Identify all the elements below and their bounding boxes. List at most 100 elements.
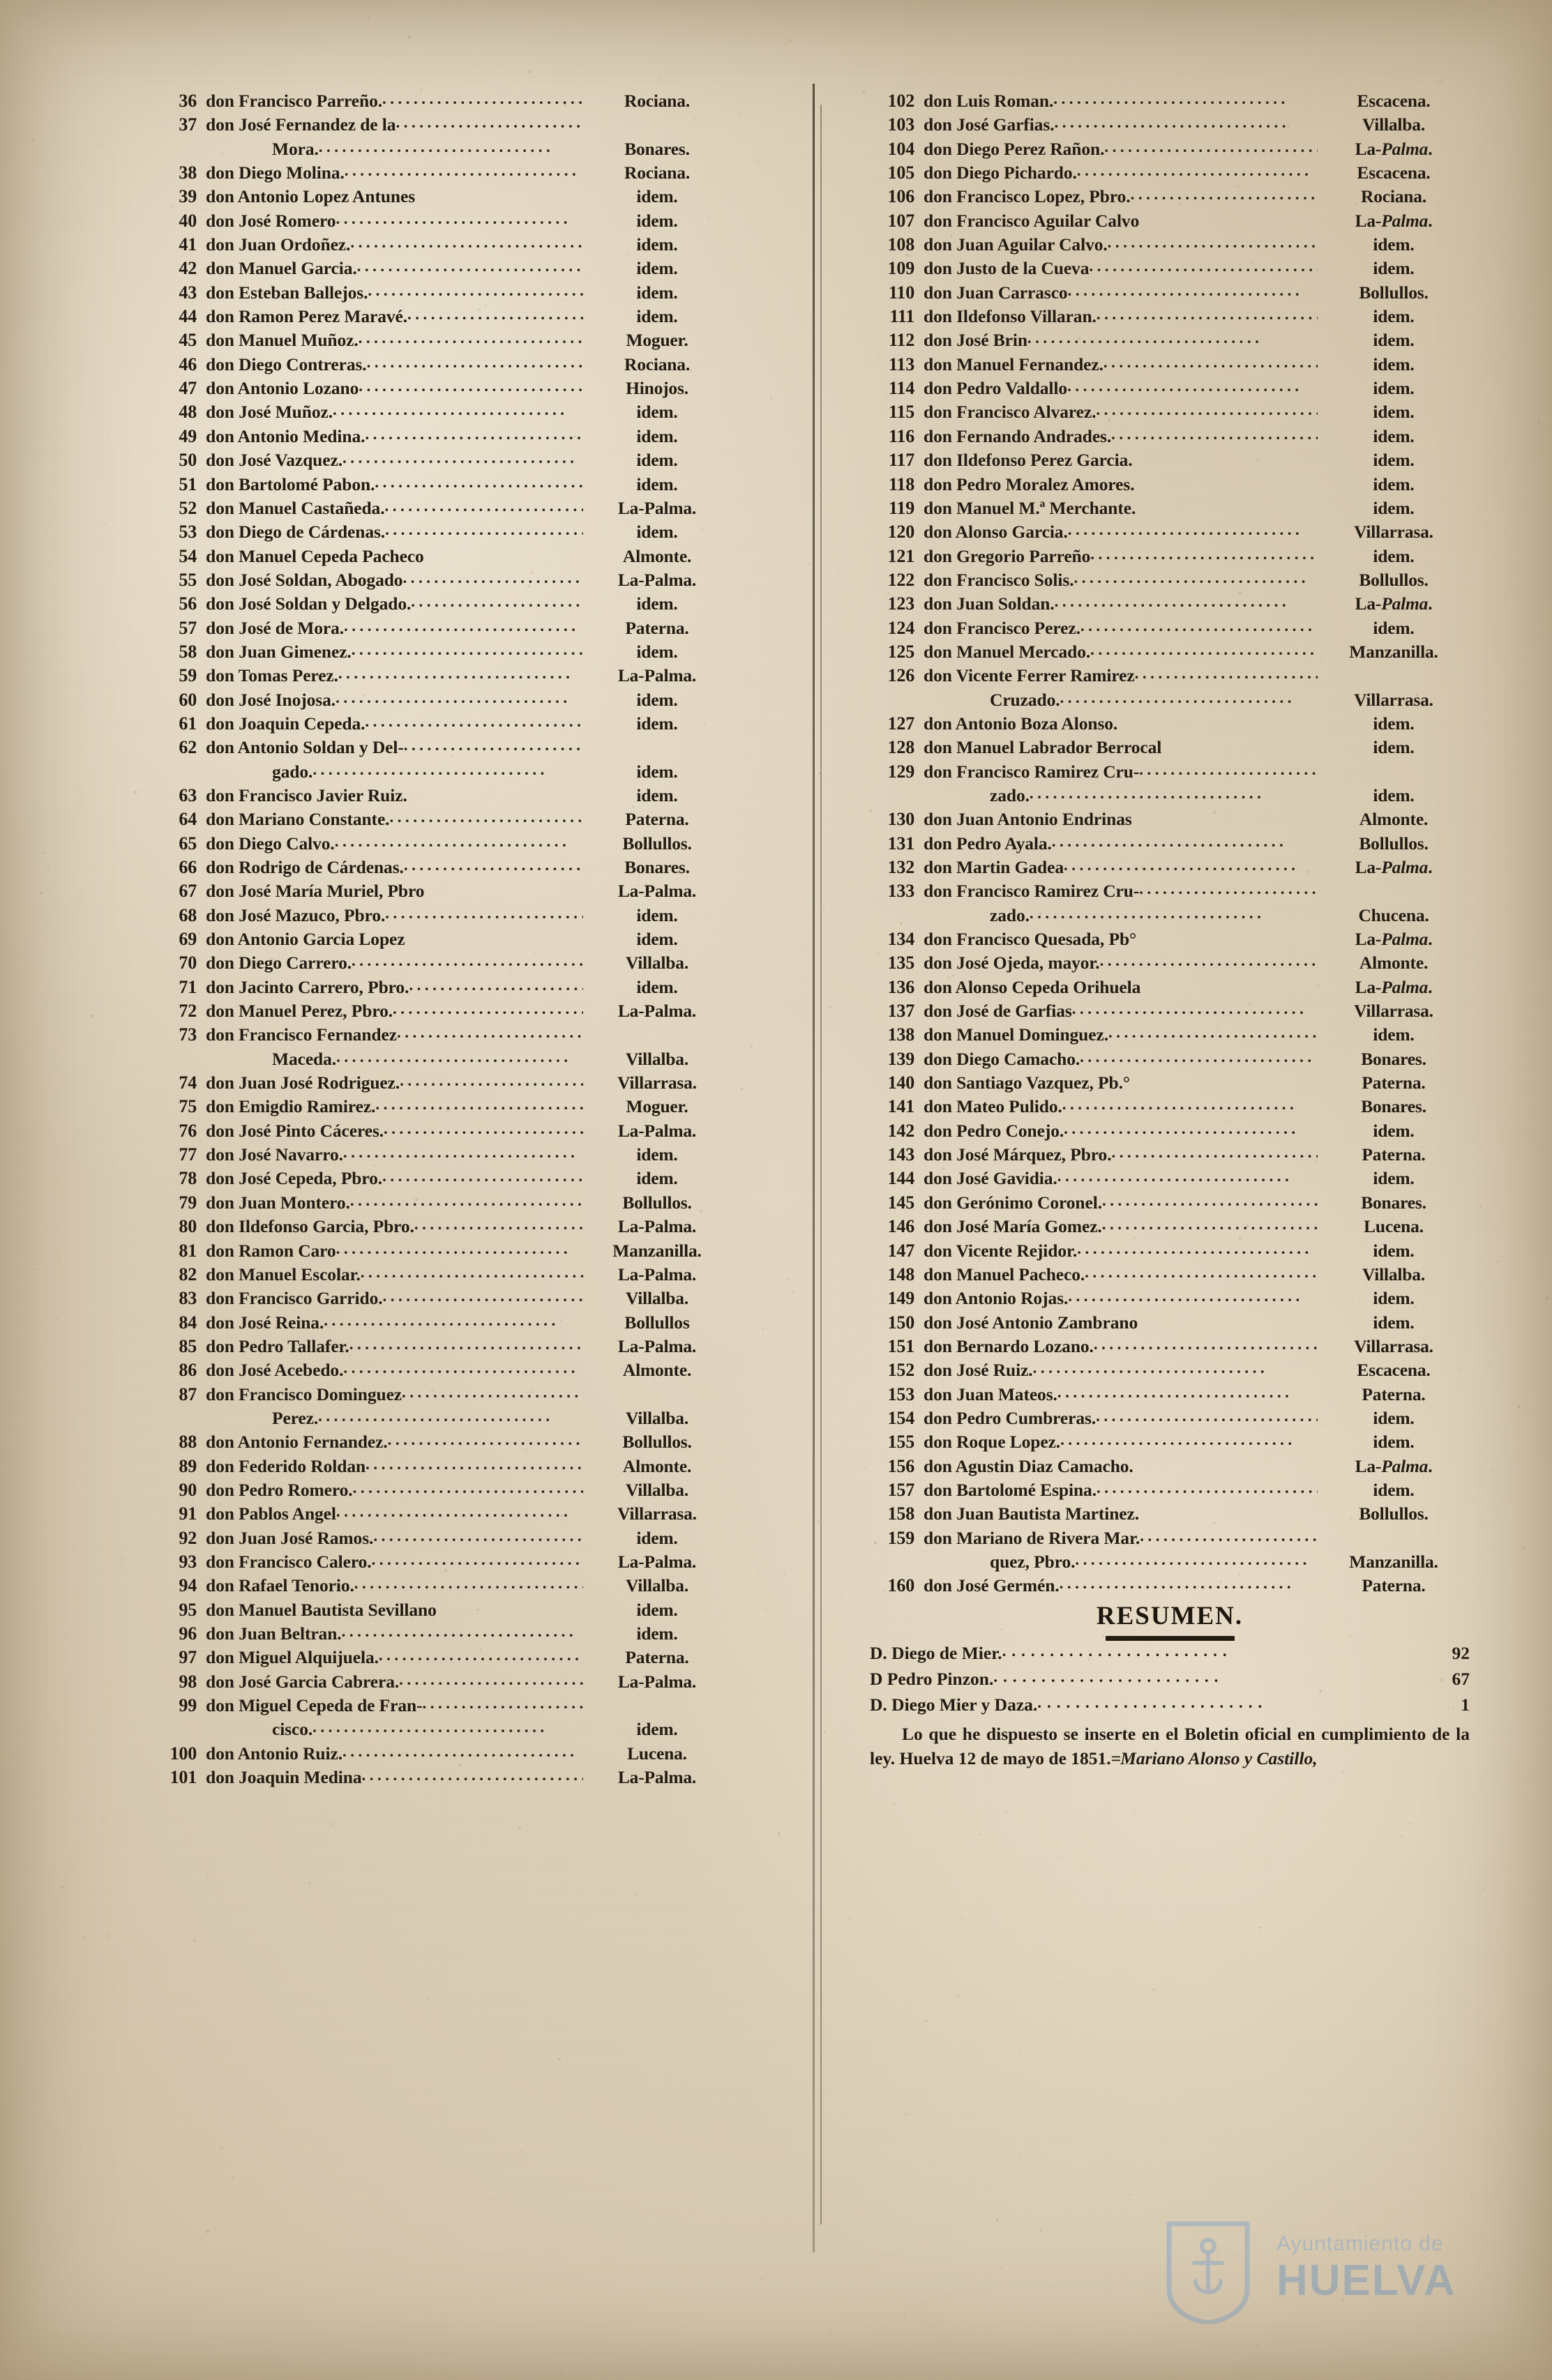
leader-dots: .............................. [1089,257,1318,275]
list-item-number: 110 [889,282,914,303]
list-item: 76 don José Pinto Cáceres................… [159,1119,731,1143]
list-item-name: don Manuel Mercado. [924,641,1091,662]
leader-dots: .............................. [1140,1526,1318,1545]
list-item-place: idem. [636,689,678,710]
leader-dots: .............................. [318,137,555,156]
list-item: 88 don Antonio Fernandez.................… [159,1430,731,1454]
leader-dots: .............................. [1064,856,1299,874]
leader-dots: .............................. [1090,545,1318,563]
leader-dots: .............................. [1067,281,1304,299]
leader-dots: .............................. [382,1167,583,1185]
list-item: 133 don Francisco Ramirez Cru-...........… [870,879,1470,903]
list-item-place: Paterna. [1362,1575,1426,1596]
leader-dots: .............................. [1077,1239,1313,1257]
list-item-place: Escacena. [1357,91,1431,111]
list-item-number: 76 [179,1120,197,1141]
list-item: 82 don Manuel Escolar....................… [159,1263,731,1287]
list-item-place: idem. [636,1144,678,1165]
list-item-name: don Diego de Cárdenas. [206,522,386,543]
list-item-place: idem. [1373,1312,1415,1333]
leader-dots: .............................. [371,1550,583,1568]
list-item: 121 don Gregorio Parreño.................… [870,545,1470,568]
list-item-number: 56 [179,593,197,614]
leader-dots: .............................. [393,1000,583,1018]
list-item-name: don Diego Camacho. [924,1048,1080,1069]
list-item: 58 don Juan Gimenez......................… [159,640,731,664]
leader-dots: .............................. [359,377,583,395]
leader-dots: .............................. [1096,1478,1318,1496]
list-item-number: 89 [179,1455,197,1476]
list-item-name: don José Fernandez de la [206,114,396,135]
list-item-place: Bollullos. [622,833,692,854]
leader-dots: ........................ [1037,1694,1268,1711]
list-item: 147 don Vicente Rejidor..................… [870,1239,1470,1263]
list-item-place: idem. [636,522,678,543]
list-item: 75 don Emigdio Ramirez...................… [159,1095,731,1119]
leader-dots: .............................. [1103,353,1318,371]
leader-dots: .............................. [344,616,580,635]
leader-dots: .............................. [1080,1047,1316,1066]
list-item-number: 142 [887,1120,915,1141]
list-item-place: idem. [636,1527,678,1548]
leader-dots: .............................. [1108,1024,1318,1042]
list-item-name: don Jacinto Carrero, Pbro. [206,976,409,997]
list-item-place: idem. [636,186,678,207]
leader-dots: .............................. [350,234,583,252]
list-item: 59 don Tomas Perez.......................… [159,664,731,688]
list-item-name: don Antonio Lopez Antunes [206,186,416,207]
list-item-place: idem. [636,785,678,805]
list-item-place: Manzanilla. [612,1240,702,1261]
resumen-row-value: 1 [1461,1695,1470,1715]
list-item-place: Villalba. [1362,114,1426,135]
list-item-name: don Juan Mateos. [924,1384,1057,1404]
list-item-number: 60 [179,689,197,710]
list-item-place: La-Palma. [617,881,697,902]
list-item: 101 don Joaquin Medina...................… [159,1766,731,1789]
list-item-name: don José Soldan, Abogado [206,569,403,590]
list-item: 74 don Juan José Rodriguez...............… [159,1071,731,1095]
leader-dots: .............................. [1053,90,1289,107]
leader-dots: .............................. [422,1695,584,1713]
list-item: 138 don Manuel Dominguez.................… [870,1023,1470,1047]
list-item: 148 don Manuel Pacheco...................… [870,1263,1470,1287]
list-item: 137 don José de Garfias..................… [870,999,1470,1023]
list-item-name: don Agustin Diaz Camacho. [924,1455,1133,1476]
list-item-place: idem. [636,1623,678,1644]
list-item-number: 118 [889,473,914,494]
leader-dots: .............................. [403,736,583,755]
list-item-number: 63 [179,785,197,805]
huelva-coat-of-arms-icon [1166,2221,1250,2324]
list-item: 98 don José Garcia Cabrera...............… [159,1670,731,1694]
leader-dots: .............................. [1032,1359,1269,1377]
list-item-number: 84 [179,1312,197,1333]
list-item-continuation: 37Mora...............................Bon… [159,137,731,161]
leader-dots: .............................. [356,257,583,275]
list-item-name: don Manuel Labrador Berrocal [924,737,1162,758]
list-item-name: don José Acebedo. [206,1360,344,1381]
leader-dots: .............................. [338,665,574,683]
leader-dots: .............................. [365,712,583,730]
leader-dots: .............................. [336,688,571,706]
list-item-number: 51 [179,473,197,494]
list-item: 99 don Miguel Cepeda de Fran-............… [159,1694,731,1718]
list-item: 44 don Ramon Perez Maravé................… [159,305,731,328]
list-item-number: 97 [179,1647,197,1668]
list-item: 104 don Diego Perez Rañon................… [870,137,1470,161]
list-item-name: don Juan José Rodriguez. [206,1072,400,1093]
list-item-name: don Juan Soldan. [924,593,1055,614]
list-item-number: 151 [887,1335,915,1356]
list-item-place: idem. [636,234,678,255]
list-item-name: don Ildefonso Villaran. [924,306,1097,327]
leader-dots: .............................. [384,497,584,515]
resumen-row: D. Diego de Mier........................… [870,1641,1470,1667]
list-item-number: 156 [887,1455,915,1476]
list-item-number: 53 [179,522,197,543]
list-item-name: don Manuel Castañeda. [206,497,385,518]
list-item-name-continued: zado. [990,785,1030,805]
list-item-number: 64 [179,809,197,830]
list-item-number: 135 [887,953,915,973]
list-item: 128 don Manuel Labrador Berrocal idem. [870,736,1470,759]
list-item-name: don Joaquin Medina [206,1767,362,1788]
list-item-place: idem. [636,425,678,446]
list-item-name-continued: zado. [990,904,1030,925]
